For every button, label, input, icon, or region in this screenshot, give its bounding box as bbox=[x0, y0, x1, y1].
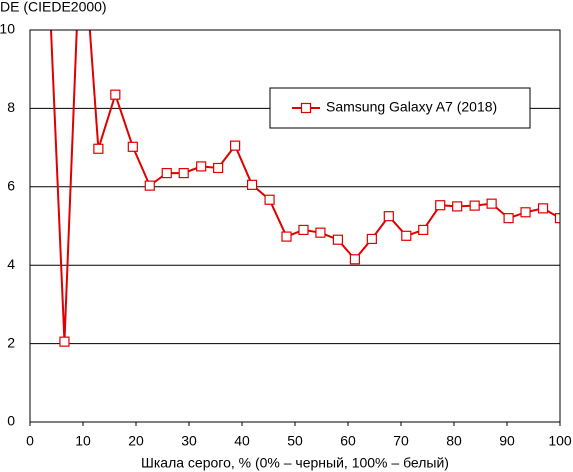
x-tick-label: 40 bbox=[234, 433, 250, 449]
x-tick-label: 80 bbox=[446, 433, 462, 449]
x-tick-label: 0 bbox=[26, 433, 34, 449]
data-point bbox=[230, 140, 241, 151]
data-point bbox=[469, 200, 480, 211]
data-point bbox=[366, 233, 377, 245]
x-tick-label: 60 bbox=[340, 433, 356, 449]
data-point bbox=[144, 180, 155, 191]
data-point bbox=[435, 200, 446, 211]
y-axis-title: DE (CIEDE2000) bbox=[0, 0, 107, 15]
data-line bbox=[50, 30, 560, 342]
y-tick-label: 0 bbox=[7, 413, 15, 429]
data-point bbox=[178, 167, 189, 179]
data-point bbox=[486, 198, 497, 209]
y-tick-label: 6 bbox=[7, 178, 15, 194]
data-point bbox=[246, 179, 258, 190]
plot-area bbox=[50, 30, 560, 347]
x-tick-label: 90 bbox=[499, 433, 515, 449]
data-point bbox=[503, 213, 514, 224]
data-point bbox=[401, 230, 412, 241]
data-point bbox=[161, 167, 172, 179]
data-point bbox=[520, 207, 531, 218]
data-point bbox=[281, 231, 292, 242]
data-point bbox=[264, 194, 275, 205]
data-point bbox=[418, 224, 429, 236]
data-point bbox=[452, 201, 463, 212]
data-point bbox=[196, 161, 207, 172]
data-point bbox=[332, 234, 344, 245]
x-tick-label: 50 bbox=[287, 433, 303, 449]
data-point bbox=[127, 141, 138, 152]
x-tick-label: 10 bbox=[75, 433, 91, 449]
y-tick-label: 4 bbox=[7, 256, 15, 272]
x-tick-label: 70 bbox=[393, 433, 409, 449]
plot-frame bbox=[29, 29, 561, 423]
data-point bbox=[59, 336, 70, 347]
data-point bbox=[349, 254, 360, 265]
x-axis-title: Шкала серого, % (0% – черный, 100% – бел… bbox=[141, 455, 449, 471]
data-point bbox=[93, 143, 104, 154]
legend: Samsung Galaxy A7 (2018) bbox=[269, 87, 531, 129]
y-tick-label: 2 bbox=[7, 334, 15, 350]
legend-label: Samsung Galaxy A7 (2018) bbox=[326, 99, 497, 115]
x-tick-label: 20 bbox=[128, 433, 144, 449]
data-point bbox=[213, 162, 224, 174]
y-tick-label: 8 bbox=[7, 99, 15, 115]
legend-marker bbox=[300, 102, 312, 114]
data-point bbox=[110, 89, 121, 100]
x-tick-label: 30 bbox=[181, 433, 197, 449]
data-point bbox=[554, 213, 560, 224]
data-point bbox=[383, 211, 394, 222]
data-point bbox=[298, 224, 309, 236]
data-point bbox=[537, 203, 549, 214]
x-tick-label: 100 bbox=[548, 433, 572, 449]
data-point bbox=[315, 227, 326, 238]
y-tick-label: 10 bbox=[0, 21, 15, 37]
